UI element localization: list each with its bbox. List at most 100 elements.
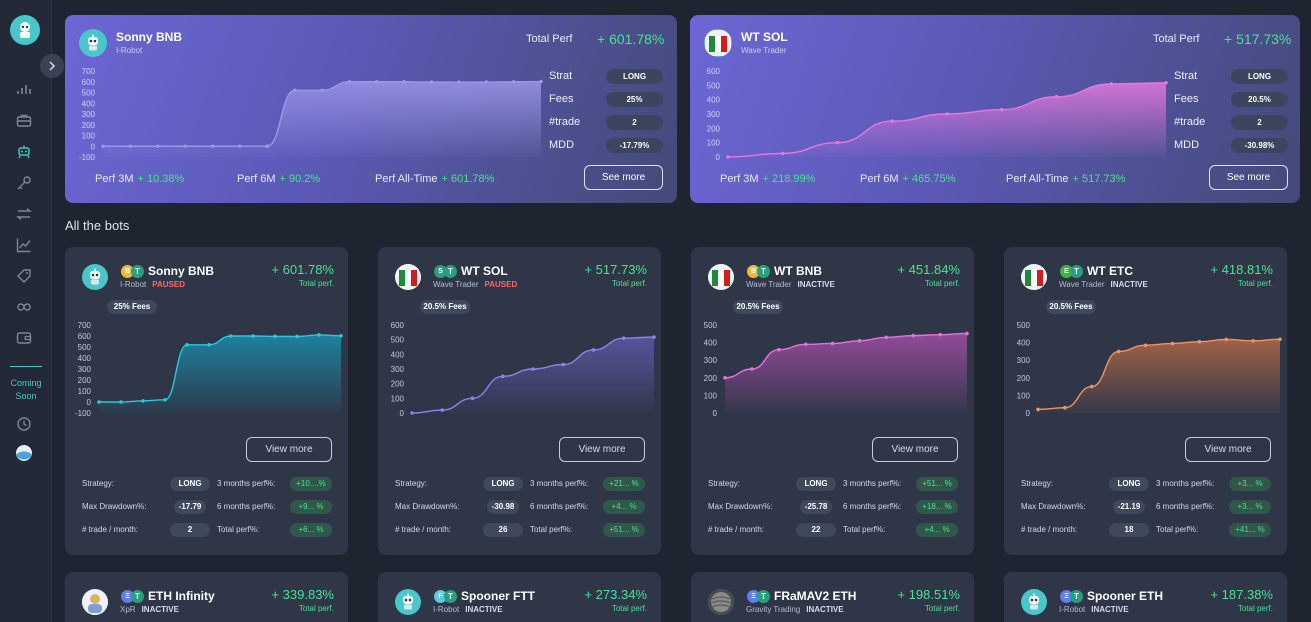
chart-point[interactable] xyxy=(320,88,324,93)
chart-point[interactable] xyxy=(835,140,840,145)
chart-point[interactable] xyxy=(1116,349,1121,354)
bot-card[interactable]: F T Spooner FTT I-Robot INACTIVE + 273.34% Tot… xyxy=(378,572,661,622)
clock-icon[interactable] xyxy=(14,414,34,434)
chart-point[interactable] xyxy=(1164,80,1168,85)
chart-point[interactable] xyxy=(1251,339,1255,343)
chart-point[interactable] xyxy=(238,144,242,149)
chart-point[interactable] xyxy=(410,411,414,415)
chart-point[interactable] xyxy=(457,80,461,84)
chart-point[interactable] xyxy=(1224,337,1229,342)
chart-point[interactable] xyxy=(1170,341,1175,346)
chart-point[interactable] xyxy=(999,107,1004,112)
chart-point[interactable] xyxy=(1197,339,1202,344)
chart-point[interactable] xyxy=(484,80,489,84)
chart-point[interactable] xyxy=(141,399,145,403)
chart-point[interactable] xyxy=(652,335,656,339)
view-more-button[interactable]: View more xyxy=(246,437,332,462)
chart-point[interactable] xyxy=(780,151,785,156)
chart-point[interactable] xyxy=(591,348,596,352)
chart-point[interactable] xyxy=(945,112,949,116)
chart-point[interactable] xyxy=(911,333,916,338)
robot-icon[interactable] xyxy=(14,142,34,162)
chart-point[interactable] xyxy=(726,155,730,159)
swap-icon[interactable] xyxy=(14,204,34,224)
user-avatar[interactable] xyxy=(14,443,34,463)
infinity-icon[interactable] xyxy=(14,297,34,317)
see-more-button[interactable]: See more xyxy=(1209,165,1288,190)
see-more-button[interactable]: See more xyxy=(584,165,663,190)
chart-point[interactable] xyxy=(185,343,189,347)
top-bot-card[interactable]: Sonny BNB I-Robot Total Perf + 601.78% 700 60… xyxy=(65,15,677,203)
chart-point[interactable] xyxy=(101,144,105,149)
chart-point[interactable] xyxy=(207,343,211,347)
chart-point[interactable] xyxy=(210,144,215,149)
chart-point[interactable] xyxy=(500,374,505,379)
chart-point[interactable] xyxy=(251,334,255,338)
bot-card[interactable]: B T Sonny BNB I-Robot PAUSED + 601.78% Total p… xyxy=(65,247,348,555)
bot-card[interactable]: Ξ T FRaMAV2 ETH Gravity Trading INACTIVE + 19… xyxy=(691,572,974,622)
chart-point[interactable] xyxy=(119,400,123,404)
chart-point[interactable] xyxy=(265,144,270,148)
chart-point[interactable] xyxy=(128,144,133,149)
etc-coin-icon: E xyxy=(1060,265,1073,278)
chart-point[interactable] xyxy=(470,396,475,401)
view-more-button[interactable]: View more xyxy=(1185,437,1271,462)
chart-point[interactable] xyxy=(1089,384,1094,389)
chart-point[interactable] xyxy=(531,367,535,371)
bar-chart-icon[interactable] xyxy=(14,80,34,100)
bot-card[interactable]: Ξ T Spooner ETH I-Robot INACTIVE + 187.38% Tot… xyxy=(1004,572,1287,622)
chart-point[interactable] xyxy=(890,119,895,123)
key-icon[interactable] xyxy=(14,173,34,193)
line-chart-icon[interactable] xyxy=(14,235,34,255)
chart-point[interactable] xyxy=(374,79,379,84)
bot-avatar xyxy=(82,589,108,615)
chart-point[interactable] xyxy=(402,79,406,84)
briefcase-icon[interactable] xyxy=(14,111,34,131)
chart-point[interactable] xyxy=(938,332,942,337)
chart-point[interactable] xyxy=(776,347,781,352)
chart-point[interactable] xyxy=(1063,405,1067,410)
bot-card[interactable]: S T WT SOL Wave Trader PAUSED + 517.73% Total … xyxy=(378,247,661,555)
chart-point[interactable] xyxy=(511,79,516,84)
chart-point[interactable] xyxy=(1054,95,1059,99)
view-more-button[interactable]: View more xyxy=(872,437,958,462)
chart-point[interactable] xyxy=(1278,337,1282,342)
chart-point[interactable] xyxy=(561,362,566,367)
bot-card[interactable]: Ξ T ETH Infinity XpR INACTIVE + 339.83% Total … xyxy=(65,572,348,622)
chart-point[interactable] xyxy=(965,331,969,336)
view-more-button[interactable]: View more xyxy=(559,437,645,462)
chart-point[interactable] xyxy=(1109,82,1114,86)
top-bot-card[interactable]: WT SOL Wave Trader Total Perf + 517.73% 600 5… xyxy=(690,15,1300,203)
chart-point[interactable] xyxy=(429,80,434,84)
chart-point[interactable] xyxy=(155,144,160,149)
bot-card[interactable]: B T WT BNB Wave Trader INACTIVE + 451.84% Tota… xyxy=(691,247,974,555)
chart-line xyxy=(724,332,968,379)
chart-point[interactable] xyxy=(347,79,352,84)
chart-point[interactable] xyxy=(1143,343,1148,348)
chart-point[interactable] xyxy=(97,400,101,404)
chart-point[interactable] xyxy=(857,339,862,343)
chart-point[interactable] xyxy=(723,376,727,380)
chart-point[interactable] xyxy=(292,88,297,93)
chart-point[interactable] xyxy=(229,334,233,338)
app-logo[interactable] xyxy=(10,15,40,45)
chart-point[interactable] xyxy=(884,335,889,340)
chart-point[interactable] xyxy=(750,367,754,371)
bot-card[interactable]: E T WT ETC Wave Trader INACTIVE + 418.81% Tota… xyxy=(1004,247,1287,555)
chart-point[interactable] xyxy=(539,79,543,84)
chart-point[interactable] xyxy=(339,334,343,338)
chart-point[interactable] xyxy=(830,341,835,346)
chart-point[interactable] xyxy=(317,333,321,337)
chart-point[interactable] xyxy=(803,342,808,347)
tag-icon[interactable] xyxy=(14,266,34,286)
chart-point[interactable] xyxy=(183,144,187,149)
y-tick-label: 100 xyxy=(391,394,405,403)
chart-point[interactable] xyxy=(621,336,626,340)
chart-point[interactable] xyxy=(295,334,299,339)
chart-point[interactable] xyxy=(163,398,167,402)
sidebar-toggle-button[interactable] xyxy=(40,54,64,78)
chart-point[interactable] xyxy=(440,408,445,412)
chart-point[interactable] xyxy=(273,334,277,339)
wallet-icon[interactable] xyxy=(14,328,34,348)
chart-point[interactable] xyxy=(1036,407,1040,412)
